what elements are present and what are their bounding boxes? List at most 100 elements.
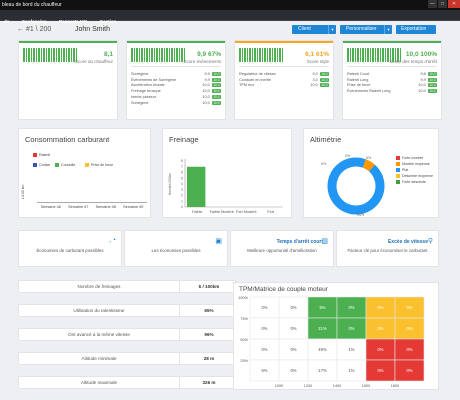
kpi-sparkline <box>23 48 77 62</box>
chevron-down-icon: ▼ <box>328 25 336 34</box>
matrix-cell-value: 0% <box>348 326 354 331</box>
kpi-accent-bar <box>343 41 441 43</box>
close-button[interactable]: ✕ <box>448 0 460 8</box>
speedometer-icon: ◔ <box>111 237 116 244</box>
spark-bar <box>65 48 67 62</box>
info-text: Les économies possibles <box>151 248 201 253</box>
spark-bar <box>166 48 168 62</box>
brake-ylabel: Nombre/100km <box>168 172 172 195</box>
kpi-row: Surrégime 9,9 10,0 <box>131 71 221 77</box>
brake-y-tick: 5 <box>181 176 183 180</box>
spark-bar <box>75 48 77 62</box>
kpi-row-target: 10,0 <box>319 83 329 88</box>
spark-bar <box>244 48 246 62</box>
spark-bar <box>45 48 47 62</box>
spark-bar <box>389 48 391 62</box>
money-icon: ▣ <box>215 238 222 245</box>
spark-bar <box>63 48 65 62</box>
stat-value: 96% <box>204 332 214 337</box>
spark-bar <box>25 48 27 62</box>
kpi-row-value: 9,9 <box>204 77 210 82</box>
personalize-dropdown[interactable]: Personnaliser ▼ <box>340 25 392 34</box>
legend-swatch <box>33 163 37 167</box>
legend-swatch <box>33 153 37 157</box>
kpi-row: Prise de force 10,0 10,0 <box>347 83 437 89</box>
kpi-row-target: 10,0 <box>427 71 437 76</box>
kpi-label: Score du chauffeur <box>75 59 113 64</box>
spark-bar <box>181 48 183 62</box>
spark-bar <box>397 48 399 62</box>
brake-y-tick: 1 <box>181 199 183 203</box>
kpi-row-value: 9,0 <box>312 71 318 76</box>
alti-legend-item: Forte descente <box>396 179 433 185</box>
matrix-cell-value: 0% <box>406 368 412 373</box>
stat-value: 326 m <box>202 380 216 385</box>
kpi-row: Freinage brusque 10,0 10,0 <box>131 88 221 94</box>
top-navigation: ds Geofencing Rapports KFI Gestion <box>0 10 460 24</box>
stat-row: Ont avancé à la même vitesse 96% <box>18 328 236 341</box>
spark-bar <box>146 48 148 62</box>
spark-bar <box>48 48 50 62</box>
kpi-row-label: Accélération brutale <box>131 83 165 88</box>
kpi-value: 9,9 67% <box>197 51 221 58</box>
matrix-cell-value: 0% <box>377 326 383 331</box>
minimize-button[interactable]: — <box>428 0 437 8</box>
stat-label: Ont avancé à la même vitesse <box>68 332 130 337</box>
spark-bar <box>379 48 381 62</box>
export-button[interactable]: Exportation <box>396 25 436 34</box>
matrix-cell-value: 0% <box>261 326 267 331</box>
spark-bar <box>138 48 140 62</box>
fuel-week-label: Semaine 49 <box>123 205 144 209</box>
spark-bar <box>374 48 376 62</box>
matrix-y-label: 100% <box>238 296 248 300</box>
matrix-cell-value: 6% <box>261 368 267 373</box>
client-dropdown[interactable]: Client ▼ <box>292 25 336 34</box>
nav-item-geofencing[interactable]: Geofencing <box>21 19 47 24</box>
page-header: ← #1 \ 200 John Smith Client ▼ Personnal… <box>0 22 460 40</box>
kpi-card-2: 6,1 61% Score style Régulateur de vitesse 9… <box>234 40 334 120</box>
kpi-card-3: 10,0 100% Score des temps d'arrêt Ralenti … <box>342 40 442 120</box>
kpi-row-values: 3,0 10,0 <box>312 77 329 82</box>
matrix-cell-value: 0% <box>348 305 354 310</box>
kpi-row-value: 3,0 <box>312 77 318 82</box>
legend-swatch <box>396 168 400 172</box>
nav-item-ds[interactable]: ds <box>4 19 10 24</box>
spark-bar <box>347 48 349 62</box>
stat-value: $ / 100km <box>198 284 220 289</box>
spark-bar <box>173 48 175 62</box>
spark-bar <box>53 48 55 62</box>
kpi-row-values: 9,8 10,0 <box>421 71 437 76</box>
kpi-row-target: 10,0 <box>211 100 221 105</box>
spark-bar <box>50 48 52 62</box>
kpi-row-values: 10,0 10,0 <box>202 95 221 100</box>
fuel-ylabel: L/100 km <box>21 184 25 199</box>
kpi-row-values: 10,0 10,0 <box>202 89 221 94</box>
spark-bar <box>131 48 133 62</box>
stat-label: Altitude minimale <box>81 356 117 361</box>
matrix-x-label: 1000 <box>275 384 283 388</box>
matrix-cell-value: 0% <box>290 305 296 310</box>
fuel-x-axis <box>37 202 147 203</box>
breadcrumb[interactable]: ← #1 \ 200 <box>17 26 52 33</box>
spark-bar <box>261 48 263 62</box>
maximize-button[interactable]: □ <box>438 0 447 8</box>
fuel-legend-item: Ralenti <box>33 153 50 157</box>
kpi-row-target: 10,0 <box>319 77 329 82</box>
info-heading: - <box>215 239 217 245</box>
nav-item-rapports[interactable]: Rapports KFI <box>58 19 88 24</box>
nav-item-gestion[interactable]: Gestion <box>99 19 117 24</box>
spark-bar <box>241 48 243 62</box>
spark-bar <box>136 48 138 62</box>
spark-bar <box>30 48 32 62</box>
donut-label: 6% <box>366 156 372 160</box>
kpi-row-value: 10,0 <box>202 100 210 105</box>
kpi-rows: Régulateur de vitesse 9,0 10,0 Conduite en … <box>239 71 329 88</box>
matrix-x-label: 1600 <box>362 384 370 388</box>
donut-slice <box>362 159 375 172</box>
info-card-0: - ◔ Économies de carburant possibles <box>18 230 122 267</box>
info-text: Meilleure opportunité d'amélioration <box>247 248 317 253</box>
spark-bar <box>369 48 371 62</box>
info-text: Facteur clé pour économiser le carburant <box>347 248 428 253</box>
matrix-cell-value: 21% <box>318 326 327 331</box>
